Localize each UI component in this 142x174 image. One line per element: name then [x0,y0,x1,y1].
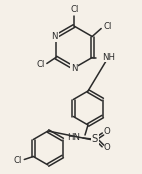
Text: Cl: Cl [103,22,112,31]
Text: HN: HN [67,133,80,143]
Text: NH: NH [102,53,115,62]
Text: Cl: Cl [71,5,79,14]
Text: Cl: Cl [36,60,45,69]
Text: O: O [104,128,111,136]
Text: N: N [52,32,58,41]
Text: N: N [71,64,77,73]
Text: O: O [104,144,111,152]
Text: S: S [92,134,98,144]
Text: Cl: Cl [14,156,22,165]
